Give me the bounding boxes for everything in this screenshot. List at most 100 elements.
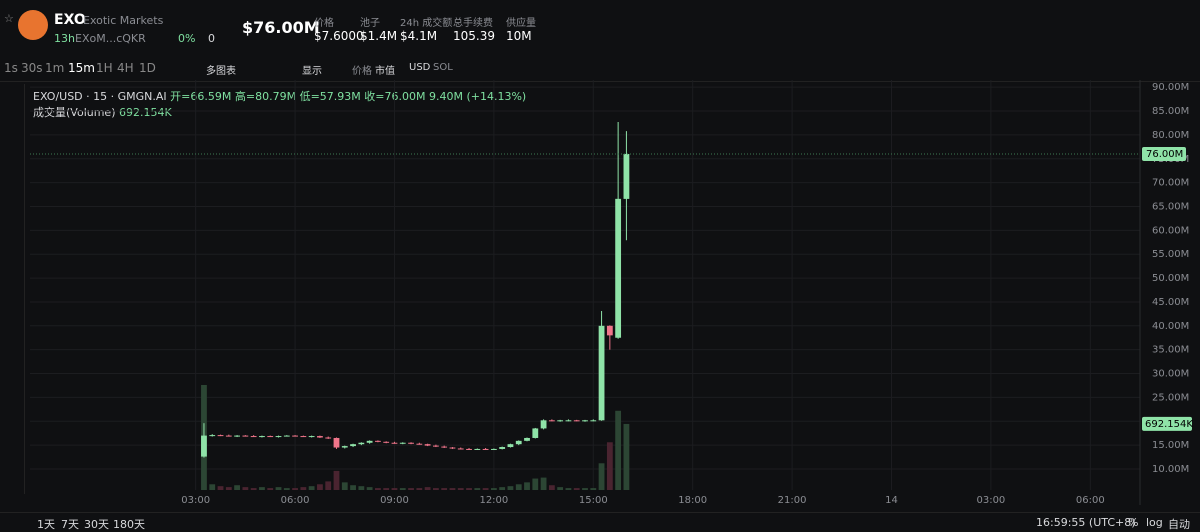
change: 9.40M (+14.13%) — [428, 90, 527, 103]
open: 开=66.59M — [170, 90, 232, 103]
volume-bar — [383, 488, 390, 490]
interval-button[interactable]: 1m — [45, 61, 65, 75]
volume-bar — [590, 488, 597, 490]
interval-button[interactable]: 4H — [117, 61, 134, 75]
volume-bar — [466, 488, 472, 490]
candle-body — [598, 325, 605, 421]
volume-bar — [275, 487, 282, 490]
volume-bar — [358, 486, 365, 490]
interval-button[interactable]: 1H — [96, 61, 113, 75]
volume-bar — [441, 488, 448, 490]
interval-button[interactable]: 15m — [68, 61, 95, 75]
candle-body — [606, 325, 613, 336]
volume-bar — [424, 487, 431, 490]
interval-button[interactable]: 1s — [4, 61, 18, 75]
token-age: 13h — [54, 32, 75, 45]
candle-body — [209, 435, 216, 437]
auto-toggle: 自动 — [1168, 518, 1190, 531]
volume-bar — [375, 488, 381, 490]
range-button[interactable]: 7天 — [61, 518, 79, 531]
candle-body — [408, 442, 414, 444]
y-tick-label: 15.00M — [1152, 440, 1189, 451]
y-tick-label: 70.00M — [1152, 178, 1189, 189]
footer: 1天 7天 30天 180天 16:59:55 (UTC+8)% log 自动 — [0, 512, 1200, 531]
log-toggle: log — [1146, 516, 1163, 529]
candle-body — [548, 420, 555, 422]
stat-label: 24h 成交额 — [400, 18, 453, 29]
stat-label: 池子 — [360, 18, 380, 29]
interval-button[interactable]: 30s — [21, 61, 43, 75]
candle-body — [490, 448, 497, 450]
candle-body — [590, 420, 597, 422]
candle-body — [325, 437, 332, 439]
x-tick-label: 06:00 — [1076, 495, 1105, 506]
candle-body — [259, 436, 265, 438]
stat-value: $1.4M — [360, 29, 398, 43]
stat-value: $7.6000 — [314, 29, 364, 43]
volume-bar — [573, 488, 580, 490]
candle-body — [217, 435, 224, 437]
volume-bar — [234, 485, 240, 490]
y-tick-label: 50.00M — [1152, 273, 1189, 284]
pair: EXO/USD · 15 · GMGN.AI — [33, 90, 167, 103]
x-tick-label: 09:00 — [380, 495, 409, 506]
volume-bar — [557, 487, 564, 490]
volume-bar — [615, 410, 622, 490]
star-icon[interactable]: ☆ — [4, 12, 14, 25]
header: ☆ EXO Exotic Markets 13h EXoM...cQKR 0% … — [0, 0, 1200, 52]
candle-body — [283, 435, 290, 437]
candle-body — [391, 442, 398, 444]
multi-chart[interactable]: 多图表 — [206, 66, 236, 77]
candle-body — [350, 444, 356, 447]
volume-bar — [317, 484, 323, 490]
stat-value: $4.1M — [400, 29, 438, 43]
stat-label: 总手续费 — [453, 18, 493, 29]
y-tick-label: 65.00M — [1152, 201, 1189, 212]
volume-bar — [292, 488, 298, 490]
range-button[interactable]: 30天 — [84, 518, 109, 531]
volume-bar — [217, 486, 224, 490]
stat-label: 价格 — [314, 18, 334, 29]
candle-body — [540, 420, 547, 429]
candle-body — [341, 446, 348, 448]
candle-body — [615, 198, 622, 338]
candle-body — [308, 436, 315, 438]
x-tick-label: 18:00 — [678, 495, 707, 506]
y-tick-label: 30.00M — [1152, 369, 1189, 380]
y-tick-label: 25.00M — [1152, 392, 1189, 403]
last-price-label: 76.00M — [1146, 149, 1183, 160]
candle-body — [358, 442, 365, 445]
stat-value: 10M — [506, 29, 532, 43]
display[interactable]: 显示 — [302, 66, 322, 77]
volume-bar — [209, 484, 216, 490]
volume-bar — [532, 478, 539, 490]
x-tick-label: 03:00 — [181, 495, 210, 506]
volume-bar — [432, 488, 439, 490]
candle-body — [375, 440, 381, 442]
drawing-tools — [0, 84, 25, 494]
interval-button[interactable]: 1D — [139, 61, 156, 75]
market-cap: $76.00M — [242, 18, 320, 37]
token-address[interactable]: EXoM...cQKR — [75, 32, 146, 45]
candle-body — [267, 436, 274, 438]
price-toggle: 价格 — [352, 66, 372, 77]
volume-bar — [490, 488, 497, 490]
range-button[interactable]: 180天 — [113, 518, 145, 531]
range-button[interactable]: 1天 — [37, 518, 55, 531]
candle-body — [457, 448, 464, 450]
y-tick-label: 45.00M — [1152, 297, 1189, 308]
volume-bar — [507, 486, 514, 490]
candle-body — [432, 445, 439, 447]
volume-bar — [300, 487, 307, 490]
holders-pct: 0% — [178, 32, 196, 45]
candle-body — [424, 444, 431, 446]
volume-bar — [474, 488, 481, 490]
mcap-toggle: 市值 — [375, 66, 395, 77]
volume-bar — [267, 488, 274, 490]
candle-body — [557, 420, 564, 422]
candle-body — [201, 435, 207, 457]
last-price-tag — [1142, 146, 1186, 161]
x-tick-label: 12:00 — [479, 495, 508, 506]
volume-bar — [457, 488, 464, 490]
y-tick-label: 60.00M — [1152, 225, 1189, 236]
